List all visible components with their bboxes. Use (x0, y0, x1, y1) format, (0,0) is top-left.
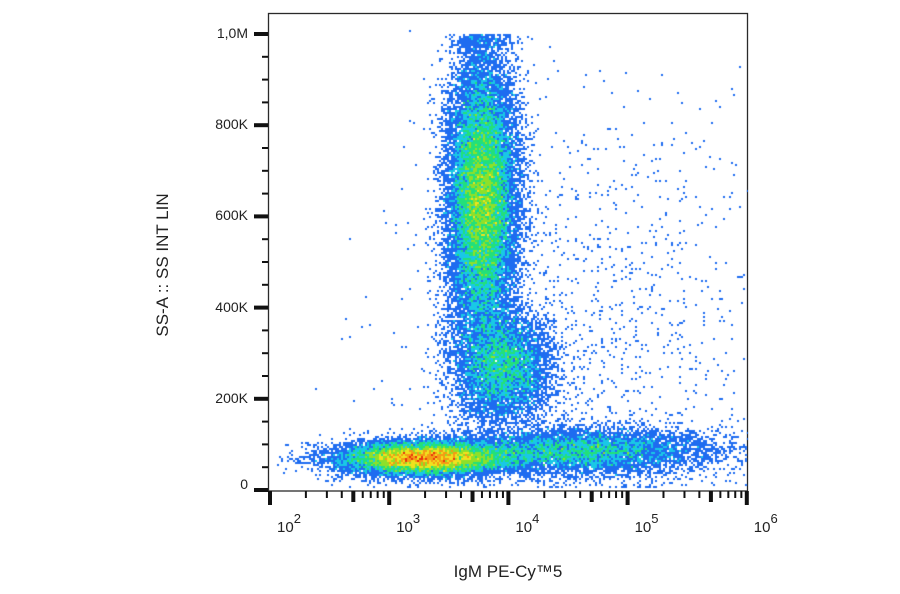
y-axis-ticks (254, 32, 268, 492)
y-tick-label: 400K (215, 298, 248, 315)
y-tick-label: 800K (215, 116, 248, 133)
y-tick-label: 1,0M (216, 25, 248, 41)
y-tick-label: 0 (240, 476, 248, 492)
x-axis-label: IgM PE-Cy™5 (453, 562, 563, 581)
x-tick-label: 104 (515, 511, 540, 536)
y-axis-label: SS-A :: SS INT LIN (153, 193, 172, 337)
density-dot-plot (269, 14, 748, 491)
x-axis-ticks (268, 491, 749, 505)
y-tick-label: 200K (215, 389, 248, 406)
x-tick-label: 106 (753, 511, 778, 536)
x-tick-label: 102 (277, 511, 301, 536)
y-tick-label: 600K (215, 207, 248, 224)
x-tick-label: 105 (634, 511, 659, 536)
x-tick-label: 103 (396, 511, 421, 536)
